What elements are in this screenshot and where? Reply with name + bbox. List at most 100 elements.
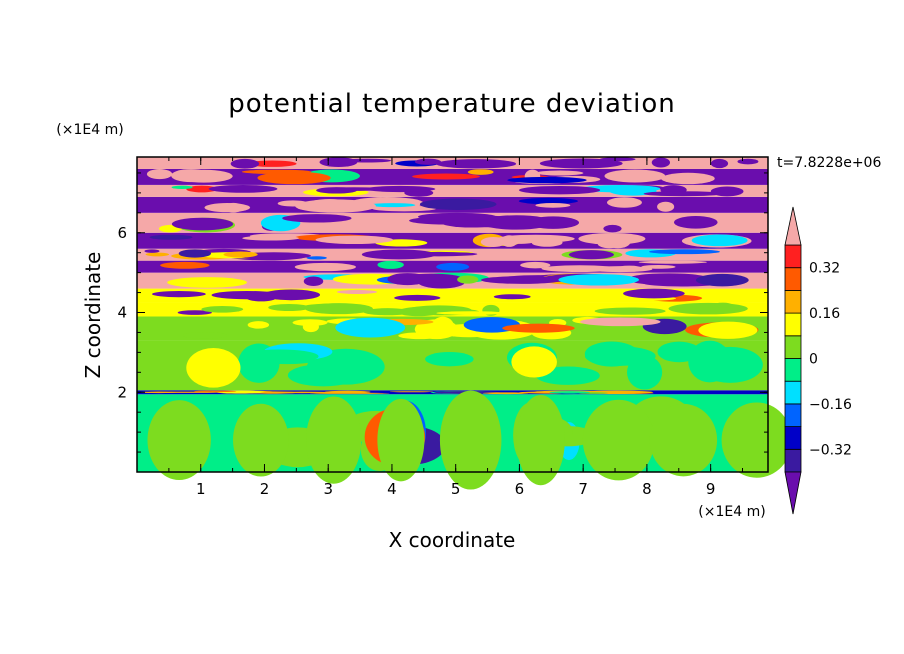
field-patch (335, 391, 368, 394)
colorbar-extend-bottom (784, 471, 802, 515)
field-patch (417, 212, 497, 221)
colorbar-segment (784, 312, 802, 337)
field-patch (144, 249, 160, 253)
colorbar: 0.32 0.16 0 −0.16 −0.32 (784, 206, 852, 515)
field-patch (242, 235, 299, 241)
colorbar-segment (784, 335, 802, 359)
field-patch (247, 321, 270, 329)
field-patch (287, 364, 359, 387)
time-label: t=7.8228e+06 (777, 155, 881, 171)
field-patch (698, 321, 758, 339)
field-patch (535, 170, 584, 176)
field-patch (457, 275, 479, 284)
field-patch (401, 312, 436, 317)
x-tick-label: 2 (260, 480, 270, 498)
field-plume (147, 400, 211, 481)
field-patch (303, 276, 324, 287)
field-patch (710, 158, 729, 169)
field-patch (414, 158, 442, 165)
field-patch (649, 249, 720, 255)
field-patch (436, 159, 517, 169)
field-patch (661, 172, 715, 185)
field-patch (186, 347, 241, 388)
field-patch (535, 202, 571, 208)
colorbar-segment (784, 289, 802, 314)
x-tick-label: 4 (387, 480, 397, 498)
field-patch (467, 169, 494, 175)
y-axis-label: Z coordinate (81, 252, 105, 379)
field-patch (606, 197, 642, 208)
field-patch (178, 249, 212, 258)
field-patch (584, 346, 656, 366)
field-patch (643, 191, 722, 197)
field-patch (306, 199, 352, 211)
colorbar-segment (784, 244, 802, 269)
field-patch (638, 260, 707, 264)
field-patch (623, 288, 685, 299)
field-patch (539, 158, 623, 169)
y-axis: 2 4 6 (117, 172, 768, 453)
field-patch (208, 184, 278, 193)
field-patch (363, 308, 413, 316)
colorbar-label: −0.16 (809, 397, 852, 413)
field-patch (431, 316, 454, 336)
field-plume (439, 390, 502, 490)
field-patch (697, 346, 763, 383)
colorbar-label: 0 (809, 352, 818, 368)
x-tick-label: 6 (515, 480, 525, 498)
field-patch (482, 392, 529, 395)
field-patch (695, 273, 749, 287)
chart-title: potential temperature deviation (228, 89, 675, 119)
field-patch (710, 186, 744, 197)
field-patch (502, 323, 575, 333)
y-tick-label: 6 (117, 224, 127, 242)
field-patch (323, 187, 386, 191)
colorbar-segment (784, 426, 802, 450)
field-patch (315, 235, 394, 245)
field-patch (501, 239, 536, 244)
field-patch (558, 274, 640, 286)
colorbar-segment (784, 380, 802, 405)
field-patch (364, 185, 436, 193)
plot-frame (136, 156, 769, 473)
field-patch (568, 250, 614, 260)
field-patch (578, 232, 646, 245)
colorbar-label: −0.32 (809, 442, 852, 458)
field-patch (425, 351, 474, 367)
colorbar-label: 0.16 (809, 306, 840, 322)
field-patch (171, 169, 211, 183)
field-patch (737, 158, 759, 165)
field-patch (394, 294, 441, 301)
y-tick-label: 2 (117, 383, 127, 401)
field-plume (582, 399, 655, 481)
field-patch (713, 302, 732, 308)
field-patch (691, 234, 748, 247)
field-patch (167, 277, 247, 288)
x-tick-label: 8 (642, 480, 652, 498)
x-tick-label: 1 (196, 480, 206, 498)
field-patch (201, 305, 244, 313)
field-patch (335, 317, 406, 338)
field-patch (154, 391, 224, 393)
field-band (137, 232, 768, 249)
field-patch (257, 171, 331, 185)
field-patch (518, 197, 578, 205)
field-patch (387, 273, 428, 286)
field-patch (668, 302, 748, 315)
field-patch (412, 173, 480, 180)
field-patch (152, 291, 206, 298)
field-patch (436, 311, 507, 315)
field-patch (436, 262, 470, 271)
field-patch (223, 251, 258, 258)
field-patch (268, 303, 310, 312)
field-patch (146, 169, 173, 180)
field-patch (580, 184, 661, 193)
field-patch (145, 252, 170, 257)
field-patch (336, 289, 378, 295)
field-patch (319, 157, 358, 168)
field-band (137, 184, 768, 197)
x-tick-label: 7 (578, 480, 588, 498)
field-patch (479, 215, 553, 230)
field-patch (240, 349, 319, 364)
colorbar-label: 0.32 (809, 261, 840, 277)
